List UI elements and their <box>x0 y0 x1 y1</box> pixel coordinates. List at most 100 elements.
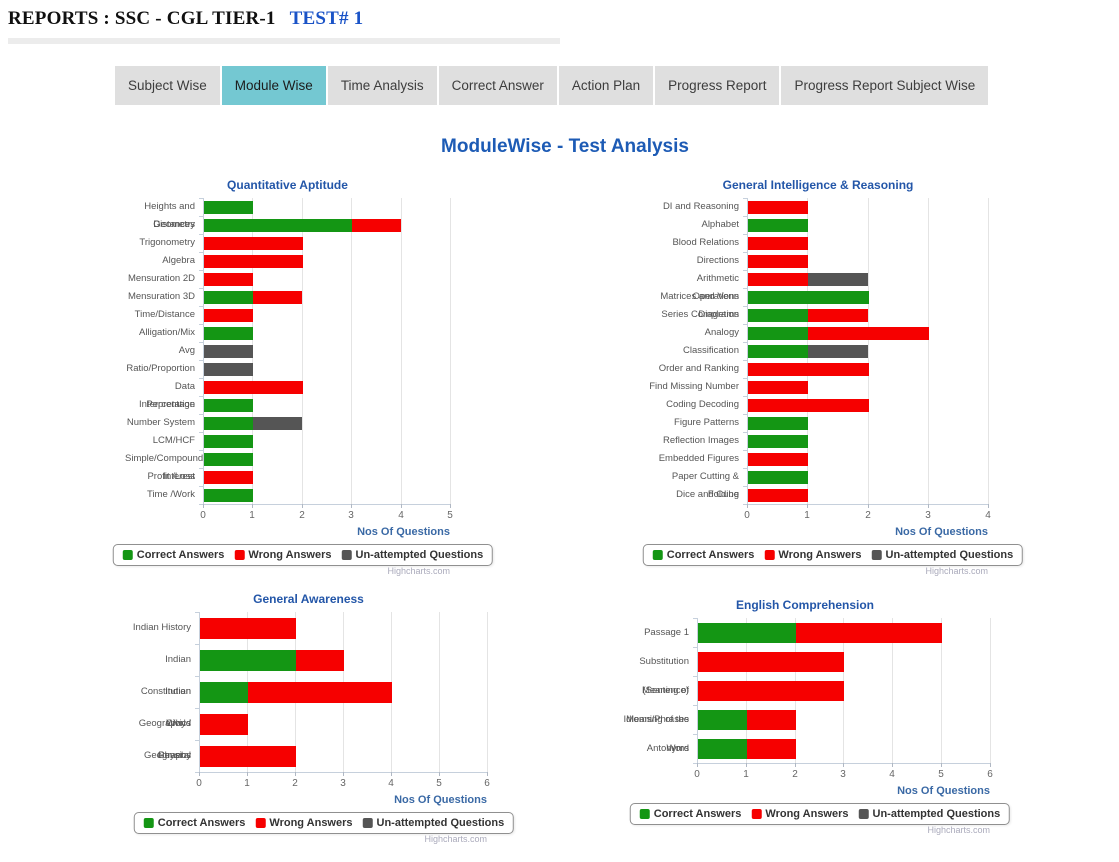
bar-segment-correct-answers[interactable] <box>748 308 808 322</box>
y-axis-tick <box>693 734 697 735</box>
category-label: Coding Decoding <box>666 399 739 410</box>
category-label: Time /Work <box>146 489 195 500</box>
bar-segment-correct-answers[interactable] <box>698 738 747 759</box>
bar-segment-wrong-answers[interactable] <box>747 709 796 730</box>
bar-segment-correct-answers[interactable] <box>204 326 253 340</box>
bar-segment-correct-answers[interactable] <box>698 709 747 730</box>
tab-progress-report-subject-wise[interactable]: Progress Report Subject Wise <box>781 66 989 105</box>
bar-segment-wrong-answers[interactable] <box>808 326 929 340</box>
legend-item-un-attempted-questions[interactable]: Un-attempted Questions <box>858 808 1000 820</box>
legend-item-wrong-answers[interactable]: Wrong Answers <box>234 549 332 561</box>
bar-segment-correct-answers[interactable] <box>204 452 253 466</box>
y-axis-tick <box>693 676 697 677</box>
bar-segment-wrong-answers[interactable] <box>748 398 869 412</box>
bar-segment-wrong-answers[interactable] <box>698 680 844 701</box>
bar-segment-wrong-answers[interactable] <box>748 380 808 394</box>
bar-segment-correct-answers[interactable] <box>748 344 808 358</box>
bar-segment-wrong-answers[interactable] <box>698 651 844 672</box>
category-label: Meaning of the Word <box>626 714 689 754</box>
bar-segment-wrong-answers[interactable] <box>748 236 808 250</box>
legend-item-un-attempted-questions[interactable]: Un-attempted Questions <box>362 817 504 829</box>
x-axis-tick-label: 5 <box>447 510 453 521</box>
tab-action-plan[interactable]: Action Plan <box>558 66 654 105</box>
bar-segment-wrong-answers[interactable] <box>204 272 253 286</box>
y-axis-tick <box>199 504 203 505</box>
x-axis-tick <box>203 504 204 508</box>
tab-subject-wise[interactable]: Subject Wise <box>115 66 220 105</box>
bar-segment-wrong-answers[interactable] <box>248 681 392 703</box>
bar-segment-wrong-answers[interactable] <box>808 308 868 322</box>
tab-correct-answer[interactable]: Correct Answer <box>438 66 557 105</box>
bar-segment-wrong-answers[interactable] <box>204 308 253 322</box>
legend-item-correct-answers[interactable]: Correct Answers <box>652 549 754 561</box>
bar-segment-un-attempted-questions[interactable] <box>253 416 302 430</box>
bar-segment-correct-answers[interactable] <box>204 416 253 430</box>
bar-segment-wrong-answers[interactable] <box>200 713 248 735</box>
bar-segment-wrong-answers[interactable] <box>748 488 808 502</box>
bar-segment-wrong-answers[interactable] <box>253 290 302 304</box>
bar-segment-correct-answers[interactable] <box>204 290 253 304</box>
bar-segment-wrong-answers[interactable] <box>747 738 796 759</box>
tab-progress-report[interactable]: Progress Report <box>655 66 780 105</box>
legend-item-wrong-answers[interactable]: Wrong Answers <box>751 808 849 820</box>
legend-quantitative-aptitude: Correct Answers Wrong Answers Un-attempted… <box>112 544 494 566</box>
bar-segment-wrong-answers[interactable] <box>748 254 808 268</box>
bar-segment-wrong-answers[interactable] <box>748 452 808 466</box>
bar-segment-correct-answers[interactable] <box>204 218 352 232</box>
bar-segment-wrong-answers[interactable] <box>204 236 303 250</box>
bar-segment-correct-answers[interactable] <box>204 434 253 448</box>
bar-segment-wrong-answers[interactable] <box>200 617 296 639</box>
category-label: Matrices and Venn Diagrams <box>660 291 739 320</box>
bar-segment-correct-answers[interactable] <box>204 398 253 412</box>
legend-swatch <box>234 550 245 560</box>
bar-segment-correct-answers[interactable] <box>200 649 296 671</box>
report-title: REPORTS : SSC - CGL TIER-1 <box>8 8 276 29</box>
bar-segment-wrong-answers[interactable] <box>204 470 253 484</box>
tab-module-wise[interactable]: Module Wise <box>221 66 326 105</box>
bar-segment-correct-answers[interactable] <box>698 622 796 643</box>
bar-segment-un-attempted-questions[interactable] <box>204 362 253 376</box>
bar-segment-correct-answers[interactable] <box>748 290 869 304</box>
bar-segment-wrong-answers[interactable] <box>748 362 869 376</box>
y-axis-tick <box>743 414 747 415</box>
bar-segment-correct-answers[interactable] <box>204 488 253 502</box>
x-axis-tick-label: 1 <box>244 778 250 789</box>
bar-segment-correct-answers[interactable] <box>748 416 808 430</box>
bar-segment-correct-answers[interactable] <box>200 681 248 703</box>
legend-item-wrong-answers[interactable]: Wrong Answers <box>255 817 353 829</box>
legend-item-un-attempted-questions[interactable]: Un-attempted Questions <box>341 549 483 561</box>
legend-item-wrong-answers[interactable]: Wrong Answers <box>764 549 862 561</box>
tab-time-analysis[interactable]: Time Analysis <box>327 66 437 105</box>
gridline <box>450 198 451 504</box>
x-axis-tick-label: 5 <box>938 769 944 780</box>
bar-segment-un-attempted-questions[interactable] <box>808 272 868 286</box>
bar-segment-correct-answers[interactable] <box>748 218 808 232</box>
bar-segment-wrong-answers[interactable] <box>796 622 942 643</box>
bar-segment-wrong-answers[interactable] <box>204 380 303 394</box>
x-axis-title: Nos Of Questions <box>394 794 487 806</box>
bar-segment-wrong-answers[interactable] <box>748 272 808 286</box>
bar-segment-un-attempted-questions[interactable] <box>204 344 253 358</box>
bar-segment-correct-answers[interactable] <box>748 326 808 340</box>
y-axis-tick <box>693 705 697 706</box>
legend-item-correct-answers[interactable]: Correct Answers <box>639 808 741 820</box>
bar-segment-un-attempted-questions[interactable] <box>808 344 868 358</box>
highcharts-credit: Highcharts.com <box>927 825 990 835</box>
bar-segment-wrong-answers[interactable] <box>204 254 303 268</box>
x-axis-tick-label: 1 <box>249 510 255 521</box>
legend-item-correct-answers[interactable]: Correct Answers <box>143 817 245 829</box>
bar-segment-wrong-answers[interactable] <box>200 745 296 767</box>
chart-title-general-awareness: General Awareness <box>253 592 364 606</box>
chart-title-general-intelligence-reasoning: General Intelligence & Reasoning <box>722 178 914 192</box>
legend-item-un-attempted-questions[interactable]: Un-attempted Questions <box>871 549 1013 561</box>
bar-segment-wrong-answers[interactable] <box>296 649 344 671</box>
test-number-link[interactable]: TEST# 1 <box>289 8 364 29</box>
bar-segment-correct-answers[interactable] <box>748 470 808 484</box>
y-axis-tick <box>199 396 203 397</box>
bar-segment-correct-answers[interactable] <box>204 200 253 214</box>
legend-item-correct-answers[interactable]: Correct Answers <box>122 549 224 561</box>
bar-segment-wrong-answers[interactable] <box>748 200 808 214</box>
bar-segment-correct-answers[interactable] <box>748 434 808 448</box>
bar-segment-wrong-answers[interactable] <box>352 218 401 232</box>
category-label: Mensuration 2D <box>127 273 195 284</box>
